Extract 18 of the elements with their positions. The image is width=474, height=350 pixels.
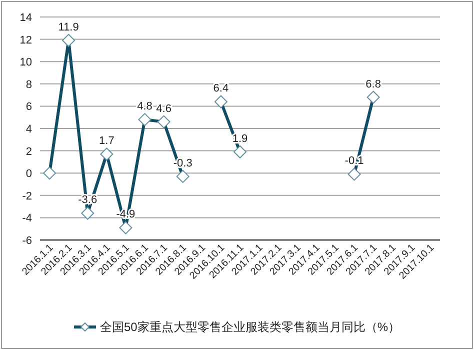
y-tick-label: 6 xyxy=(26,101,32,114)
legend-label: 全国50家重点大型零售企业服装类零售额当月同比（%） xyxy=(100,320,400,334)
y-tick-label: 14 xyxy=(20,12,32,24)
data-label: 1.7 xyxy=(99,135,114,148)
y-tick-label: -4 xyxy=(22,212,32,225)
y-tick-label: 2 xyxy=(26,146,32,158)
data-label: 6.8 xyxy=(366,78,381,90)
data-label: 6.4 xyxy=(213,82,229,95)
y-tick-label: 8 xyxy=(26,78,32,91)
y-tick-label: 4 xyxy=(26,124,32,136)
data-label: 4.8 xyxy=(137,100,152,113)
y-tick-label: -6 xyxy=(22,235,32,247)
y-tick-label: 10 xyxy=(20,56,32,69)
y-tick-label: 0 xyxy=(26,168,32,180)
y-tick-label: 12 xyxy=(20,34,32,46)
y-tick-label: -2 xyxy=(22,190,32,202)
data-label: 11.9 xyxy=(58,21,79,34)
data-label: 4.6 xyxy=(156,102,172,115)
